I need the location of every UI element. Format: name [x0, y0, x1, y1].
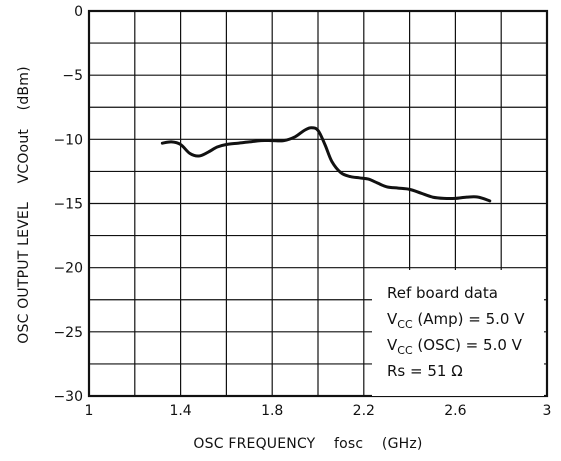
x-tick-labels: 1 1.4 1.8 2.2 2.6 3 [85, 403, 552, 419]
annotation-line-1: Ref board data [387, 284, 498, 302]
x-tick-label: 3 [543, 403, 552, 419]
x-tick-label: 1 [85, 403, 94, 419]
x-tick-label: 2.6 [444, 403, 466, 419]
y-tick-label: −25 [53, 325, 83, 341]
y-tick-label: −20 [53, 261, 83, 277]
annotation-line-4: Rs = 51 Ω [387, 362, 463, 380]
x-tick-label: 1.8 [261, 403, 283, 419]
annotation-box [372, 270, 544, 396]
y-tick-label: −30 [53, 389, 83, 405]
annotation-line-3: VCC (OSC) = 5.0 V [387, 336, 523, 357]
y-tick-label: −15 [53, 197, 83, 213]
y-tick-labels: 0 −5 −10 −15 −20 −25 −30 [53, 4, 83, 405]
plot-frame [87, 9, 549, 398]
grid [89, 11, 547, 396]
y-axis-label: OSC OUTPUT LEVEL VCOout (dBm) [16, 66, 32, 343]
x-tick-label: 1.4 [169, 403, 191, 419]
x-tick-label: 2.2 [353, 403, 375, 419]
y-tick-label: −10 [53, 132, 83, 148]
series-line [160, 126, 492, 203]
annotation-line-2: VCC (Amp) = 5.0 V [387, 310, 525, 331]
x-axis-label: OSC FREQUENCY fosc (GHz) [193, 436, 422, 452]
y-tick-label: 0 [74, 4, 83, 20]
y-tick-label: −5 [62, 68, 83, 84]
